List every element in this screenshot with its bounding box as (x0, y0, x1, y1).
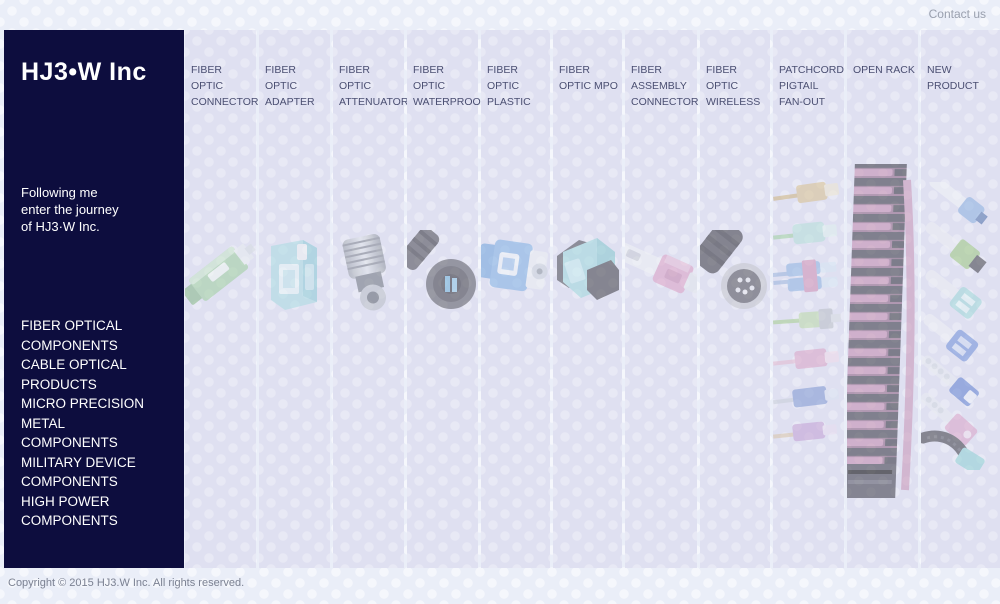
patchcord-stack-image (773, 168, 844, 468)
sidebar-item-cable-optical-products[interactable]: CABLE OPTICAL PRODUCTS (21, 357, 127, 392)
column-label: FIBER ASSEMBLY CONNECTOR (631, 64, 699, 108)
category-column-fiber-optic-waterproof[interactable]: FIBER OPTIC WATERPROOF (407, 30, 488, 568)
category-column-new-product[interactable]: NEW PRODUCT (921, 30, 1000, 568)
category-column-fiber-optic-connector[interactable]: FIBER OPTIC CONNECTOR (185, 30, 259, 568)
waterproof-connector-image (407, 230, 478, 318)
column-label: FIBER OPTIC WATERPROOF (413, 64, 488, 108)
copyright-text: Copyright © 2015 HJ3.W Inc. All rights r… (8, 577, 245, 589)
column-label: FIBER OPTIC PLASTIC (487, 64, 531, 108)
column-label: NEW PRODUCT (927, 64, 979, 92)
green-sc-connector-image (185, 230, 256, 318)
column-label: FIBER OPTIC CONNECTOR (191, 64, 259, 108)
category-column-fiber-optic-mpo[interactable]: FIBER OPTIC MPO (553, 30, 622, 568)
column-label: FIBER OPTIC MPO (559, 64, 618, 92)
tagline: Following me enter the journey of HJ3·W … (21, 184, 119, 235)
metal-attenuator-image (333, 230, 404, 318)
column-label: OPEN RACK (853, 64, 915, 76)
black-wireless-connector-image (700, 230, 770, 318)
category-column-open-rack[interactable]: OPEN RACK (847, 30, 918, 568)
tagline-line: enter the journey (21, 202, 119, 217)
pink-assembly-connector-image (625, 230, 697, 318)
column-label: FIBER OPTIC WIRELESS (706, 64, 761, 108)
sidebar: HJ3•W Inc Following me enter the journey… (4, 30, 184, 568)
tagline-line: Following me (21, 185, 98, 200)
new-product-stack-image (921, 182, 1000, 470)
tagline-line: of HJ3·W Inc. (21, 219, 100, 234)
open-rack-panel-image (847, 160, 918, 502)
sidebar-item-military-device-components[interactable]: MILITARY DEVICE COMPONENTS (21, 454, 136, 490)
contact-us-link[interactable]: Contact us (928, 7, 986, 21)
category-column-fiber-optic-adapter[interactable]: FIBER OPTIC ADAPTER (259, 30, 330, 568)
sidebar-menu: FIBER OPTICAL COMPONENTS CABLE OPTICAL P… (21, 316, 153, 531)
category-column-fiber-optic-plastic[interactable]: FIBER OPTIC PLASTIC (481, 30, 550, 568)
sidebar-item-micro-precision-metal-components[interactable]: MICRO PRECISION METAL COMPONENTS (21, 396, 145, 450)
category-column-fiber-optic-attenuator[interactable]: FIBER OPTIC ATTENUATOR (333, 30, 409, 568)
category-column-fiber-optic-wireless[interactable]: FIBER OPTIC WIRELESS (700, 30, 770, 568)
aqua-mpo-connector-image (553, 230, 622, 318)
sidebar-item-high-power-components[interactable]: HIGH POWER COMPONENTS (21, 493, 118, 529)
aqua-adapter-image (259, 230, 330, 318)
category-column-fiber-assembly-connector[interactable]: FIBER ASSEMBLY CONNECTOR (625, 30, 699, 568)
column-label: PATCHCORD PIGTAIL FAN-OUT (779, 64, 844, 108)
category-column-patchcord-pigtail-fan-out[interactable]: PATCHCORD PIGTAIL FAN-OUT (773, 30, 844, 568)
column-label: FIBER OPTIC ATTENUATOR (339, 64, 409, 108)
logo[interactable]: HJ3•W Inc (21, 58, 147, 86)
column-label: FIBER OPTIC ADAPTER (265, 64, 315, 108)
blue-plastic-sc-image (481, 230, 550, 318)
sidebar-item-fiber-optical-components[interactable]: FIBER OPTICAL COMPONENTS (21, 318, 122, 353)
